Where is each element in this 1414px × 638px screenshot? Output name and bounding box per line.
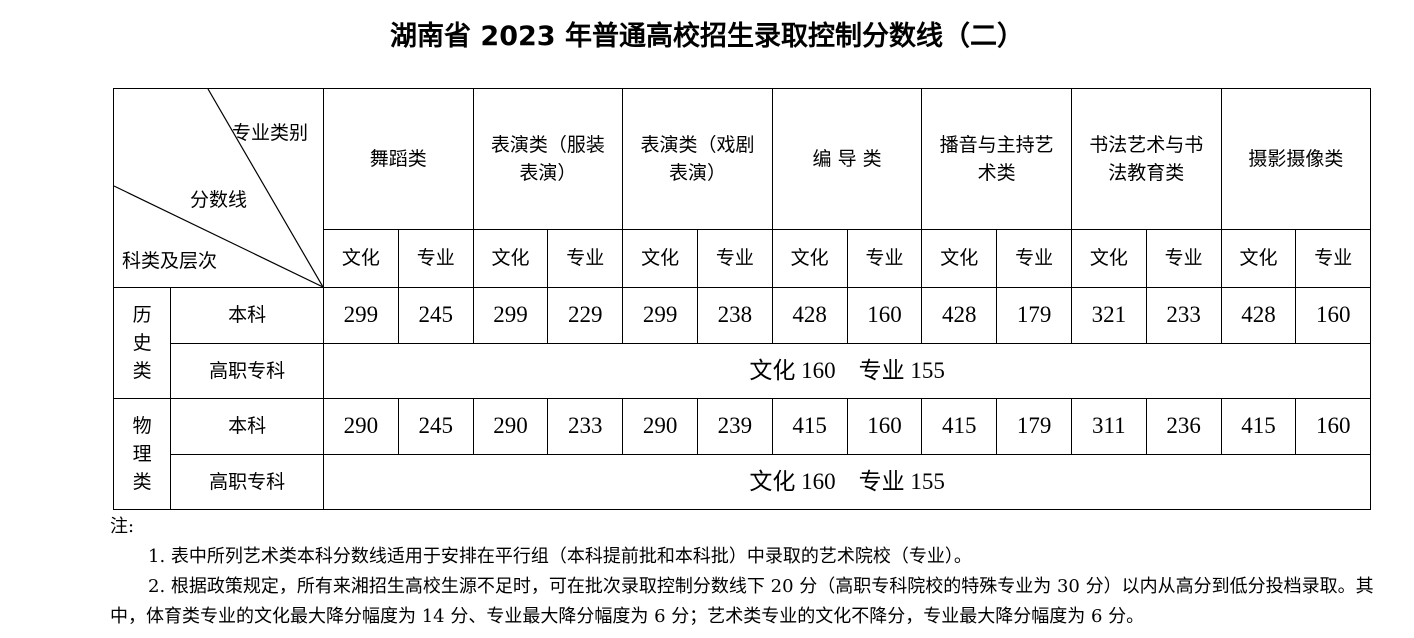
merged-score-cell: 文化 160 专业 155: [322, 342, 1372, 399]
note-2-text: 2. 根据政策规定，所有来湘招生高校生源不足时，可在批次录取控制分数线下 20 …: [110, 576, 1374, 627]
score-cell: 245: [397, 398, 474, 455]
score-cell: 415: [921, 398, 998, 455]
score-cell: 233: [547, 398, 624, 455]
score-cell: 179: [996, 398, 1072, 455]
subheader-culture: 文化: [323, 228, 399, 289]
table-row: 高职专科 文化 160 专业 155: [114, 342, 1372, 399]
page-title: 湖南省 2023 年普通高校招生录取控制分数线（二）: [390, 21, 1024, 52]
subheader-culture: 文化: [1220, 228, 1297, 289]
note-1: 1. 表中所列艺术类本科分数线适用于安排在平行组（本科提前批和本科批）中录取的艺…: [148, 546, 972, 567]
score-cell: 239: [696, 398, 773, 455]
score-cell: 290: [323, 398, 399, 455]
note-2: 2. 根据政策规定，所有来湘招生高校生源不足时，可在批次录取控制分数线下 20 …: [110, 572, 1375, 632]
score-cell: 160: [1295, 398, 1372, 455]
subheader-culture: 文化: [1070, 228, 1147, 289]
score-cell: 233: [1145, 287, 1222, 344]
table-row: 物理类 本科 290 245 290 233 290 239 415 160 415 179 311 23…: [112, 398, 1372, 510]
subheader-culture: 文化: [921, 228, 998, 289]
category-header: 编 导 类: [771, 88, 923, 230]
score-cell: 238: [696, 287, 773, 344]
table-row: 历史类 本科 299 245 299 229 299 238 428 160 428 179 321 23…: [112, 287, 1372, 399]
subheader-major: 专业: [996, 228, 1072, 289]
subheader-major: 专业: [846, 228, 923, 289]
score-cell: 160: [846, 398, 923, 455]
score-cell: 428: [771, 287, 848, 344]
score-cell: 290: [472, 398, 549, 455]
score-cell: 311: [1070, 398, 1147, 455]
group-name: 历史类: [132, 304, 152, 382]
corner-header-cell: 专业类别分数线科类及层次: [113, 88, 324, 288]
score-cell: 229: [547, 287, 624, 344]
corner-top: 专业类别: [232, 122, 309, 144]
score-cell: 236: [1145, 398, 1222, 455]
subheader-major: 专业: [1295, 228, 1372, 289]
score-cell: 428: [921, 287, 998, 344]
score-cell: 321: [1070, 287, 1147, 344]
group-name: 物理类: [132, 415, 152, 493]
level-label: 本科: [170, 398, 324, 455]
score-cell: 299: [472, 287, 549, 344]
score-cell: 245: [397, 287, 474, 344]
category-header: 播音与主持艺术类: [921, 88, 1072, 230]
subheader-major: 专业: [696, 228, 773, 289]
subheader-major: 专业: [1145, 228, 1222, 289]
score-table: 专业类别 分数线 科类及层次 舞蹈类 表演类（服装表演） 表演类（戏剧表演）编 导 类播音…: [112, 88, 1372, 510]
category-header: 书法艺术与书法教育类: [1070, 88, 1222, 230]
group-label: 历史类: [112, 287, 172, 399]
level-label: 高职专科: [170, 342, 324, 399]
score-cell: 428: [1220, 287, 1297, 344]
subheader-culture: 文化: [472, 228, 549, 289]
notes: 注: 1. 表中所列艺术类本科分数线适用于安排在平行组（本科提前批和本科批）中录…: [110, 512, 1375, 632]
category-header: 舞蹈类: [323, 88, 474, 230]
corner-bottom: 科类及层次: [122, 250, 218, 272]
score-cell: 160: [1295, 287, 1372, 344]
subheader-culture: 文化: [771, 228, 848, 289]
level-label: 本科: [170, 287, 324, 344]
score-cell: 299: [622, 287, 698, 344]
score-cell: 160: [846, 287, 923, 344]
diagonal-lines: [114, 89, 323, 287]
merged-score-cell: 文化 160 专业 155: [322, 453, 1372, 510]
group-label: 物理类: [112, 398, 172, 510]
notes-label: 注:: [110, 516, 135, 537]
subheader-major: 专业: [547, 228, 624, 289]
category-header: 表演类（服装表演）: [472, 88, 624, 230]
score-cell: 415: [1220, 398, 1297, 455]
score-cell: 179: [996, 287, 1072, 344]
corner-middle: 分数线: [190, 189, 248, 211]
level-label: 高职专科: [170, 453, 324, 510]
score-cell: 415: [771, 398, 848, 455]
score-cell: 290: [622, 398, 698, 455]
table-row: 高职专科 文化 160 专业 155: [114, 453, 1372, 510]
score-cell: 299: [323, 287, 399, 344]
category-header: 表演类（戏剧表演）: [622, 88, 773, 230]
category-header: 摄影摄像类: [1220, 88, 1372, 230]
subheader-culture: 文化: [622, 228, 698, 289]
subheader-major: 专业: [397, 228, 474, 289]
